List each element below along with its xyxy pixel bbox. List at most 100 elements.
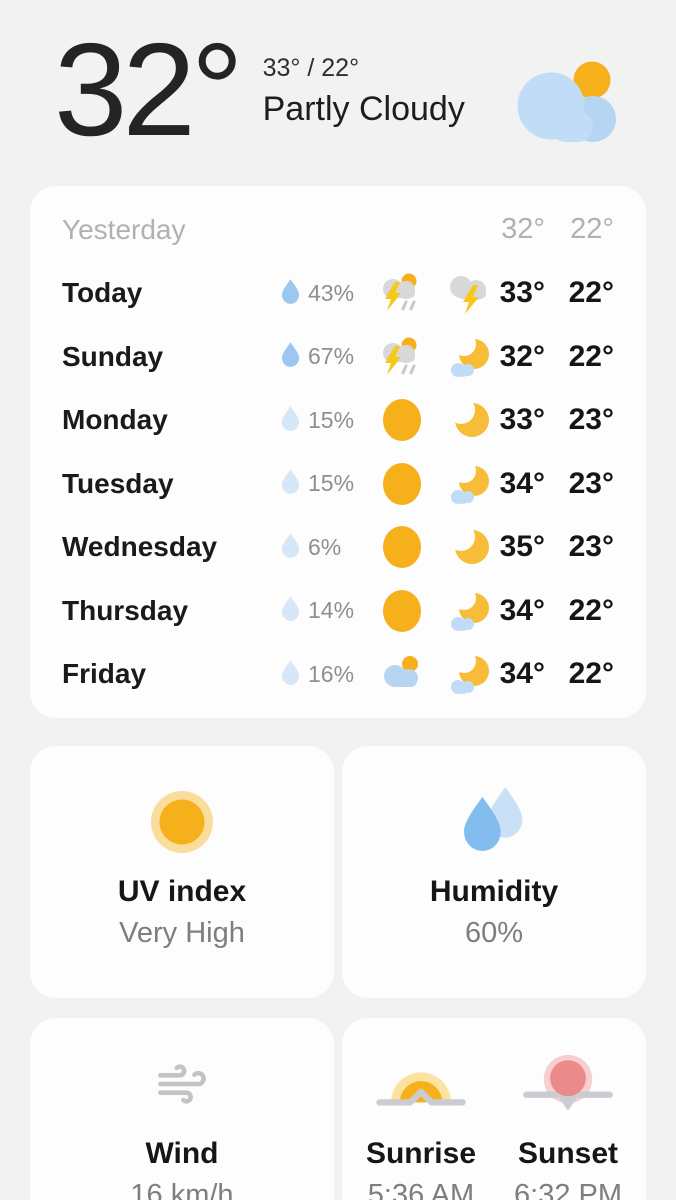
night-weather-icon: [447, 398, 491, 442]
temps: 33° 22°: [491, 276, 614, 310]
day-label: Friday: [62, 658, 147, 690]
card-value: 6:32 PM: [514, 1179, 623, 1200]
card-title: UV index: [117, 875, 247, 908]
low-temp: 22°: [568, 339, 614, 373]
humidity-card[interactable]: Humidity 60%: [342, 746, 646, 998]
sunrise-icon: [372, 1044, 470, 1124]
day-label: Wednesday: [62, 531, 218, 563]
low-temp: 23°: [568, 403, 614, 437]
forecast-row-yesterday: Yesterday 32° 22°: [62, 198, 614, 262]
night-weather-icon: [447, 589, 491, 633]
high-temp: 35°: [499, 530, 545, 564]
day-weather-icon: [380, 589, 424, 633]
night-weather-icon: [447, 271, 491, 315]
current-conditions: 32° 33° / 22° Partly Cloudy: [54, 24, 618, 156]
high-temp: 34°: [499, 593, 545, 627]
day-label: Yesterday: [62, 213, 186, 245]
card-title: Sunset: [518, 1137, 619, 1170]
uv-sun-icon: [143, 782, 221, 862]
day-label: Thursday: [62, 594, 189, 626]
droplet-icon: [280, 659, 301, 690]
high-temp: 32°: [501, 213, 545, 246]
droplet-icon: [280, 278, 301, 309]
forecast-rows: Today 43% 33° 22° Sunday 67% 32° 22° Mon…: [62, 262, 614, 707]
droplet-icon: [280, 405, 301, 436]
sunset-icon: [519, 1044, 617, 1124]
card-title: Sunrise: [365, 1137, 477, 1170]
precipitation-chance: 15%: [308, 406, 355, 433]
precipitation-chance: 16%: [308, 660, 355, 687]
card-value: 60%: [464, 917, 524, 949]
forecast-card: Yesterday 32° 22° Today 43% 33° 22° Sund…: [30, 186, 646, 718]
wind-card[interactable]: Wind 16 km/h: [30, 1018, 334, 1200]
night-weather-icon: [447, 652, 491, 696]
droplet-icon: [280, 595, 301, 626]
precipitation: 43%: [280, 278, 380, 309]
day-label: Today: [62, 277, 143, 309]
low-temp: 22°: [568, 276, 614, 310]
day-label: Sunday: [62, 340, 164, 372]
day-weather-icon: [380, 335, 424, 379]
sunset-block: Sunset 6:32 PM: [514, 1044, 622, 1200]
forecast-row[interactable]: Tuesday 15% 34° 23°: [62, 452, 614, 516]
day-weather-icon: [380, 462, 424, 506]
low-temp: 23°: [568, 466, 614, 500]
condition-summary: 33° / 22° Partly Cloudy: [263, 54, 465, 129]
card-title: Humidity: [429, 875, 559, 908]
temps: 34° 23°: [491, 467, 614, 501]
droplet-icon: [280, 468, 301, 499]
precipitation: 15%: [280, 405, 380, 436]
precipitation-chance: 43%: [308, 279, 355, 306]
day-weather-icon: [380, 271, 424, 315]
night-weather-icon: [447, 462, 491, 506]
precipitation-chance: 67%: [308, 343, 355, 370]
precipitation-chance: 15%: [308, 470, 355, 497]
precipitation: 16%: [280, 659, 380, 690]
sunrise-sunset-card[interactable]: Sunrise 5:36 AM Sunset 6:32 PM: [342, 1018, 646, 1200]
high-temp: 32°: [499, 339, 545, 373]
card-title: Wind: [145, 1137, 219, 1170]
temps: 34° 22°: [491, 594, 614, 628]
metrics-row-1: UV index Very High Humidity 60%: [30, 746, 646, 998]
temps: 34° 22°: [491, 657, 614, 691]
partly-cloudy-icon: [512, 54, 618, 151]
card-value: 16 km/h: [130, 1179, 234, 1200]
forecast-row[interactable]: Sunday 67% 32° 22°: [62, 325, 614, 389]
precipitation-chance: 14%: [308, 597, 355, 624]
metrics-row-2: Wind 16 km/h Sunrise 5:36 AM Sunset 6:32…: [30, 1018, 646, 1200]
night-weather-icon: [447, 335, 491, 379]
droplet-icon: [280, 341, 301, 372]
night-weather-icon: [447, 525, 491, 569]
forecast-row[interactable]: Friday 16% 34° 22°: [62, 643, 614, 707]
low-temp: 23°: [568, 530, 614, 564]
low-temp: 22°: [568, 593, 614, 627]
temps: 33° 23°: [491, 403, 614, 437]
wind-icon: [154, 1044, 210, 1124]
high-temp: 34°: [499, 466, 545, 500]
forecast-row[interactable]: Today 43% 33° 22°: [62, 262, 614, 326]
day-weather-icon: [380, 525, 424, 569]
day-label: Tuesday: [62, 467, 174, 499]
day-weather-icon: [380, 652, 424, 696]
low-temp: 22°: [570, 213, 614, 246]
precipitation: 67%: [280, 341, 380, 372]
card-value: Very High: [119, 917, 245, 949]
droplet-icon: [280, 532, 301, 563]
precipitation: 15%: [280, 468, 380, 499]
precipitation: 14%: [280, 595, 380, 626]
temps: 35° 23°: [491, 530, 614, 564]
precipitation: 6%: [280, 532, 380, 563]
forecast-row[interactable]: Wednesday 6% 35° 23°: [62, 516, 614, 580]
high-temp: 33°: [499, 276, 545, 310]
temps: 32° 22°: [491, 340, 614, 374]
forecast-row[interactable]: Thursday 14% 34° 22°: [62, 579, 614, 643]
temps: 32° 22°: [491, 213, 614, 246]
low-temp: 22°: [568, 657, 614, 691]
forecast-row[interactable]: Monday 15% 33° 23°: [62, 389, 614, 453]
humidity-droplets-icon: [464, 782, 524, 862]
day-label: Monday: [62, 404, 168, 436]
sunrise-block: Sunrise 5:36 AM: [366, 1044, 476, 1200]
current-temperature: 32°: [54, 16, 244, 163]
uv-index-card[interactable]: UV index Very High: [30, 746, 334, 998]
